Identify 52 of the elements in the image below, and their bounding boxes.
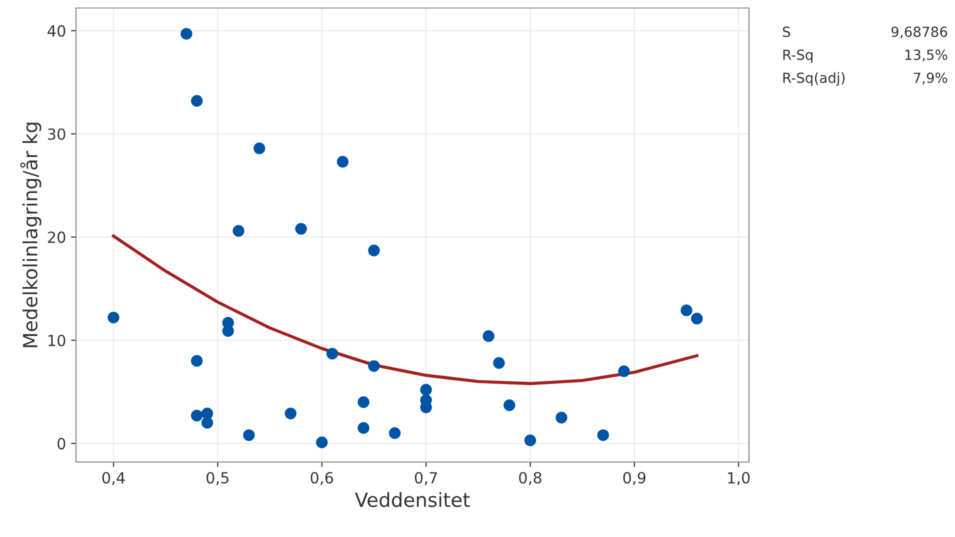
point [191,410,203,422]
point [524,434,536,446]
x-tick-label: 0,4 [102,472,125,486]
point [504,399,516,412]
point [222,325,234,337]
x-tick-label: 0,8 [519,472,542,486]
y-tick-label: 10 [48,334,66,346]
point [284,408,296,420]
text: R-Sq(adj) [783,72,845,86]
point [108,312,120,324]
x-tick-label: 1,0 [728,472,750,486]
point [618,365,630,378]
point [326,348,338,360]
y-axis-title: Medelkolinlagring/år kg [20,122,42,348]
text: 9,68786 [891,26,948,38]
point [358,422,370,434]
point [680,304,692,316]
text: 13,5% [905,50,948,62]
point [201,416,214,429]
x-tick-label: 0,7 [414,472,437,486]
y-tick-label: 0 [58,438,66,450]
line-series [112,234,698,386]
point [482,330,494,342]
point [420,384,432,396]
x-axis-title: Veddensitet [354,492,470,508]
y-tick-label: 30 [48,128,66,140]
point [201,408,214,420]
point [191,355,203,367]
point [388,427,401,439]
x-tick-label: 0,9 [623,472,646,486]
x-tick-label: 0,5 [206,472,228,486]
text: R-Sq [783,50,812,63]
point [180,28,192,40]
point [232,225,244,237]
x-tick-label: 0,6 [310,472,334,486]
point [358,396,370,408]
point [556,412,568,424]
point [243,429,255,442]
point [336,156,349,168]
point [191,95,203,107]
point [368,244,380,256]
point [295,222,307,235]
point [493,357,505,369]
point [254,142,266,154]
point [691,312,703,324]
point [316,436,328,448]
text: S [782,26,790,38]
text: 7,9% [914,72,948,84]
point [597,429,609,442]
point [368,360,380,372]
y-tick-label: 40 [48,25,66,37]
y-tick-label: 20 [48,232,66,244]
